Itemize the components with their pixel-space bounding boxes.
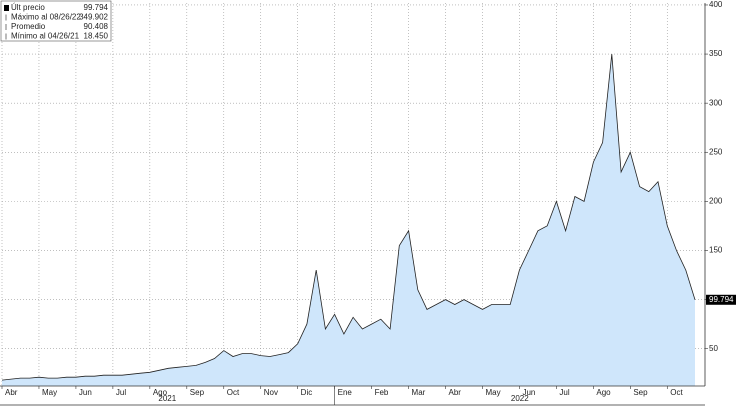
y-tick-label: 300 — [709, 98, 723, 107]
y-tick-label: 150 — [709, 246, 723, 255]
last-value-box — [706, 294, 736, 305]
legend-label: Últ precio — [11, 3, 45, 12]
x-tick-label: Ago — [153, 388, 168, 397]
x-tick-label: Abr — [449, 388, 462, 397]
x-tick-label: Nov — [264, 388, 278, 397]
legend-label: Promedio — [11, 22, 46, 31]
legend-label: Mínimo al 04/26/21 — [11, 32, 80, 41]
y-tick-label: 200 — [709, 196, 723, 205]
legend-box — [0, 0, 112, 42]
x-tick-label: Feb — [375, 388, 389, 397]
x-tick-label: Jul — [116, 388, 126, 397]
y-tick-label: 350 — [709, 49, 723, 58]
legend-value: 18.450 — [84, 32, 109, 41]
y-tick-label: 50 — [709, 344, 718, 353]
x-tick-label: Mar — [412, 388, 426, 397]
area — [2, 54, 695, 386]
x-tick-label: Ene — [338, 388, 353, 397]
legend-value: 99.794 — [84, 3, 109, 12]
line — [1, 54, 696, 381]
x-tick-label: May — [485, 388, 500, 397]
x-tick-label: Oct — [227, 388, 240, 397]
x-tick-label: Sep — [190, 388, 205, 397]
last-value-label: 99.794 — [709, 295, 734, 304]
legend-value: 349.902 — [79, 13, 108, 22]
x-tick-label: Jun — [79, 388, 92, 397]
legend-label: Máximo al 08/26/22 — [11, 13, 81, 22]
x-tick-label: Abr — [5, 388, 18, 397]
x-tick-label: Dic — [301, 388, 313, 397]
legend-value: 90.408 — [84, 22, 109, 31]
x-tick-label: Ago — [596, 388, 611, 397]
y-tick-label: 400 — [709, 0, 723, 9]
x-tick-label: Jul — [559, 388, 569, 397]
x-tick-label: Sep — [633, 388, 648, 397]
year-label: 2021 — [158, 394, 176, 403]
year-label: 2022 — [511, 394, 529, 403]
x-tick-label: Jun — [522, 388, 535, 397]
x-tick-label: Oct — [670, 388, 683, 397]
y-tick-label: 250 — [709, 147, 723, 156]
legend-icon — [4, 5, 9, 11]
x-tick-label: May — [42, 388, 57, 397]
